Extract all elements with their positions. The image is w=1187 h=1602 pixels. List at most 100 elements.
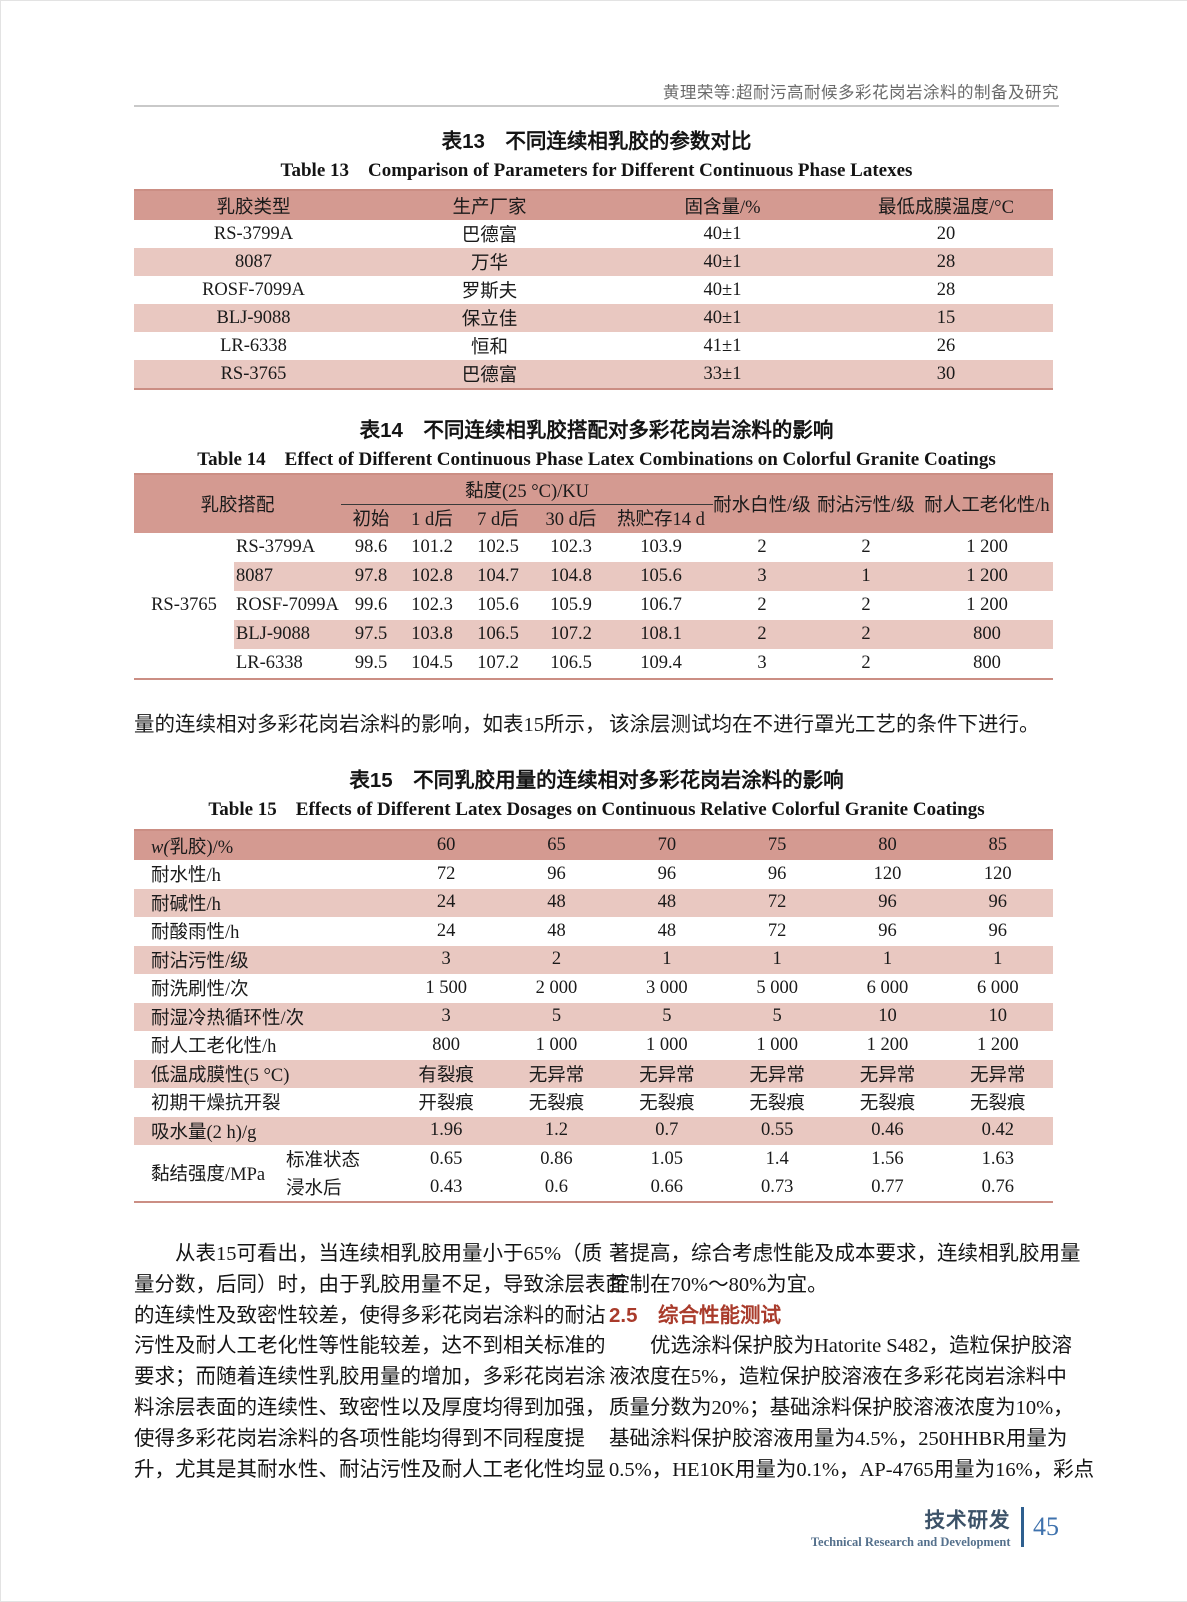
table-cell-water-whitening: 2 <box>757 537 767 557</box>
table-cell-value: 无异常 <box>749 1065 805 1086</box>
table-cell-manufacturer: 罗斯夫 <box>461 282 518 302</box>
table-cell-value: 6 000 <box>866 977 909 998</box>
table-cell-latex-type: BLJ-9088 <box>216 307 291 328</box>
body-column-right: 著提高，综合考虑性能及成本要求，连续相乳胶用量 控制在70%～80%为宜。 2.… <box>609 1239 1095 1485</box>
table-cell-value: 5 <box>772 1006 782 1027</box>
body-text-line: 料涂层表面的连续性、致密性以及厚度均得到加强， <box>134 1396 606 1419</box>
table-cell-property-label: 耐湿冷热循环性/次 <box>151 1008 305 1029</box>
table-cell-viscosity-heat-14d: 106.7 <box>640 595 682 615</box>
bond-strength-label: 黏结强度/MPa <box>151 1165 266 1185</box>
body-text-line: 从表15可看出，当连续相乳胶用量小于65%（质 <box>134 1243 603 1265</box>
table-cell-value: 72 <box>436 863 456 884</box>
table-cell-viscosity-1d: 101.2 <box>411 537 453 557</box>
body-right-before: 著提高，综合考虑性能及成本要求，连续相乳胶用量 控制在70%～80%为宜。 <box>609 1239 1081 1301</box>
table-cell-stain-resistance: 1 <box>861 566 871 586</box>
table-cell-viscosity-initial: 97.8 <box>354 566 388 586</box>
column-header-dosage-80: 80 <box>878 835 897 855</box>
table-cell-aging-resistance: 1 200 <box>966 595 1008 615</box>
table-cell-viscosity-30d: 107.2 <box>550 624 592 644</box>
table-cell-value: 0.7 <box>655 1120 679 1141</box>
column-header-dosage-60: 60 <box>436 835 456 855</box>
table-cell-value: 开裂痕 <box>418 1094 474 1115</box>
table13-title-cn: 表13 不同连续相乳胶的参数对比 <box>441 130 752 153</box>
column-header-initial: 初始 <box>352 510 390 530</box>
footer-section-en: Technical Research and Development <box>810 1535 1011 1549</box>
table-row: ROSF-7099A 罗斯夫 40±1 28 <box>134 276 1053 304</box>
table-cell-viscosity-1d: 104.5 <box>411 653 453 673</box>
column-header-dosage-75: 75 <box>767 835 787 855</box>
table-cell-value: 0.6 <box>544 1176 569 1197</box>
table-cell-latex-name: BLJ-9088 <box>236 624 310 644</box>
table-cell-solid-content: 40±1 <box>703 279 742 300</box>
table-cell-viscosity-initial: 99.5 <box>354 653 388 673</box>
table-cell-water-whitening: 2 <box>757 595 767 615</box>
table14-title-cn: 表14 不同连续相乳胶搭配对多彩花岗岩涂料的影响 <box>359 419 834 442</box>
table-cell-value: 1.96 <box>429 1120 463 1141</box>
table-cell-viscosity-1d: 102.8 <box>411 566 453 586</box>
table13: 乳胶类型 生产厂家 固含量/% 最低成膜温度/°C RS-3799A 巴德富 4… <box>134 189 1053 390</box>
table-cell-solid-content: 41±1 <box>703 335 742 356</box>
column-header-solid-content: 固含量/% <box>684 197 761 218</box>
body-text-line: 基础涂料保护胶溶液用量为4.5%，250HHBR用量为 <box>609 1427 1068 1450</box>
table13-body: RS-3799A 巴德富 40±1 20 8087 万华 40±1 28 ROS… <box>134 220 1053 388</box>
table13-header-row: 乳胶类型 生产厂家 固含量/% 最低成膜温度/°C <box>134 191 1053 220</box>
body-right-after: 优选涂料保护胶为Hatorite S482，造粒保护胶溶 液浓度在5%，造粒保护… <box>609 1331 1095 1485</box>
table-cell-value: 800 <box>432 1034 461 1055</box>
column-header-mfft: 最低成膜温度/°C <box>878 197 1014 218</box>
table-row: BLJ-9088 保立佳 40±1 15 <box>134 304 1053 332</box>
table-cell-value: 1 000 <box>756 1034 798 1055</box>
table-cell-value: 0.66 <box>650 1176 683 1197</box>
table-cell-value: 无裂痕 <box>639 1094 695 1115</box>
table-cell-value: 48 <box>657 920 677 941</box>
table-cell-value: 96 <box>988 892 1008 913</box>
table-cell-solid-content: 40±1 <box>703 251 742 272</box>
table-cell-value: 0.46 <box>871 1120 904 1141</box>
column-header-dosage-70: 70 <box>657 835 677 855</box>
table15: w(乳胶)/% 60 65 70 75 80 85 耐水性/h 72 96 96… <box>134 829 1053 1203</box>
table-cell-value: 1 200 <box>866 1034 909 1055</box>
table-cell-value: 无异常 <box>970 1065 1026 1086</box>
table-cell-value: 5 <box>551 1006 562 1027</box>
table-cell-water-whitening: 3 <box>757 566 767 586</box>
table-cell-value: 48 <box>547 920 566 941</box>
bond-sub-label-standard: 标准状态 <box>286 1151 361 1171</box>
table-cell-value: 120 <box>983 863 1012 884</box>
table-cell-viscosity-30d: 106.5 <box>550 653 592 673</box>
column-header-heat-storage-14d: 热贮存14 d <box>617 510 705 530</box>
table-row: RS-3799A 98.6 101.2 102.5 102.3 103.9 2 … <box>234 533 1053 562</box>
table-cell-value: 1 <box>772 949 782 970</box>
table-cell-viscosity-heat-14d: 108.1 <box>640 624 682 644</box>
footer-section-cn: 技术研发 <box>924 1509 1011 1532</box>
table-cell-value: 无裂痕 <box>859 1094 916 1115</box>
table-cell-viscosity-7d: 106.5 <box>477 624 519 644</box>
table-cell-manufacturer: 恒和 <box>470 338 508 358</box>
table-cell-value: 96 <box>547 863 566 884</box>
table-row: 耐湿冷热循环性/次 3 5 5 5 10 10 <box>134 1002 1053 1031</box>
table-cell-latex-type: 8087 <box>235 251 272 272</box>
table-cell-latex-name: RS-3799A <box>236 537 316 557</box>
table-cell-value: 2 000 <box>535 977 578 998</box>
body-text-line: 0.5%，HE10K用量为0.1%，AP-4765用量为16%，彩点 <box>609 1458 1095 1481</box>
table-cell-property-label: 耐沾污性/级 <box>151 951 249 972</box>
table-cell-mfft: 28 <box>936 279 956 300</box>
table-cell-mfft: 20 <box>936 223 956 244</box>
mid-paragraph-right: 该涂层测试均在不进行罩光工艺的条件下进行。 <box>609 714 1040 736</box>
table-cell-aging-resistance: 800 <box>973 624 1001 644</box>
viscosity-header-group: 黏度(25 °C)/KU 初始 1 d后 7 d后 30 d后 热贮存14 d <box>341 475 713 533</box>
column-header-dosage-65: 65 <box>547 835 566 855</box>
running-head-rule <box>134 105 1059 107</box>
table-cell-value: 1 500 <box>425 977 467 998</box>
table-cell-mfft: 15 <box>936 307 956 328</box>
column-header-7d: 7 d后 <box>477 510 519 530</box>
table-cell-value: 1.2 <box>544 1120 569 1141</box>
table-cell-mfft: 26 <box>936 335 956 356</box>
table-cell-viscosity-30d: 104.8 <box>550 566 592 586</box>
table-cell-value: 48 <box>547 892 566 913</box>
column-header-1d: 1 d后 <box>411 510 453 530</box>
bond-strength-group: 黏结强度/MPa 标准状态 0.65 0.86 1.05 1.4 1.56 1.… <box>134 1145 1053 1201</box>
column-header-viscosity: 黏度(25 °C)/KU <box>341 475 713 505</box>
table-cell-value: 1 <box>662 949 672 970</box>
table-cell-stain-resistance: 2 <box>861 595 871 615</box>
table-row: 耐洗刷性/次 1 500 2 000 3 000 5 000 6 000 6 0… <box>134 974 1053 1003</box>
